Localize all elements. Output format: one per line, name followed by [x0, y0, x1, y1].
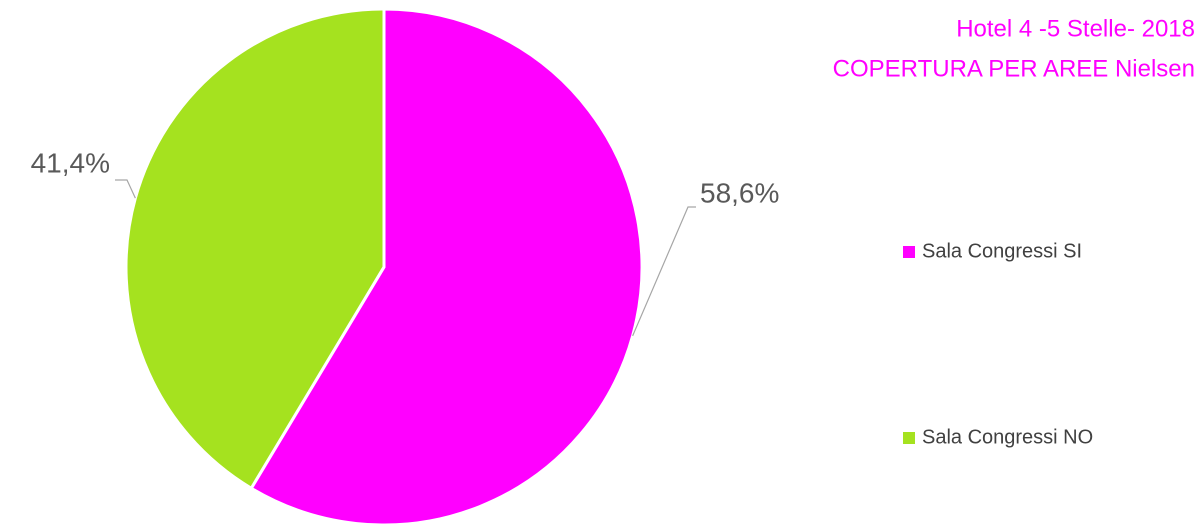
data-label: 41,4%: [31, 147, 110, 178]
legend-swatch: [903, 246, 915, 258]
data-label: 58,6%: [700, 177, 779, 208]
legend-label: Sala Congressi NO: [922, 426, 1093, 448]
legend-label: Sala Congressi SI: [922, 240, 1082, 262]
pie-slice: [249, 7, 644, 527]
leader-line: [632, 206, 696, 337]
pie-slice: [124, 7, 386, 491]
legend-swatch: [903, 432, 915, 444]
chart-title: Hotel 4 -5 Stelle- 2018: [956, 15, 1195, 42]
chart-subtitle: COPERTURA PER AREE Nielsen: [833, 55, 1195, 82]
leader-line: [115, 179, 136, 199]
